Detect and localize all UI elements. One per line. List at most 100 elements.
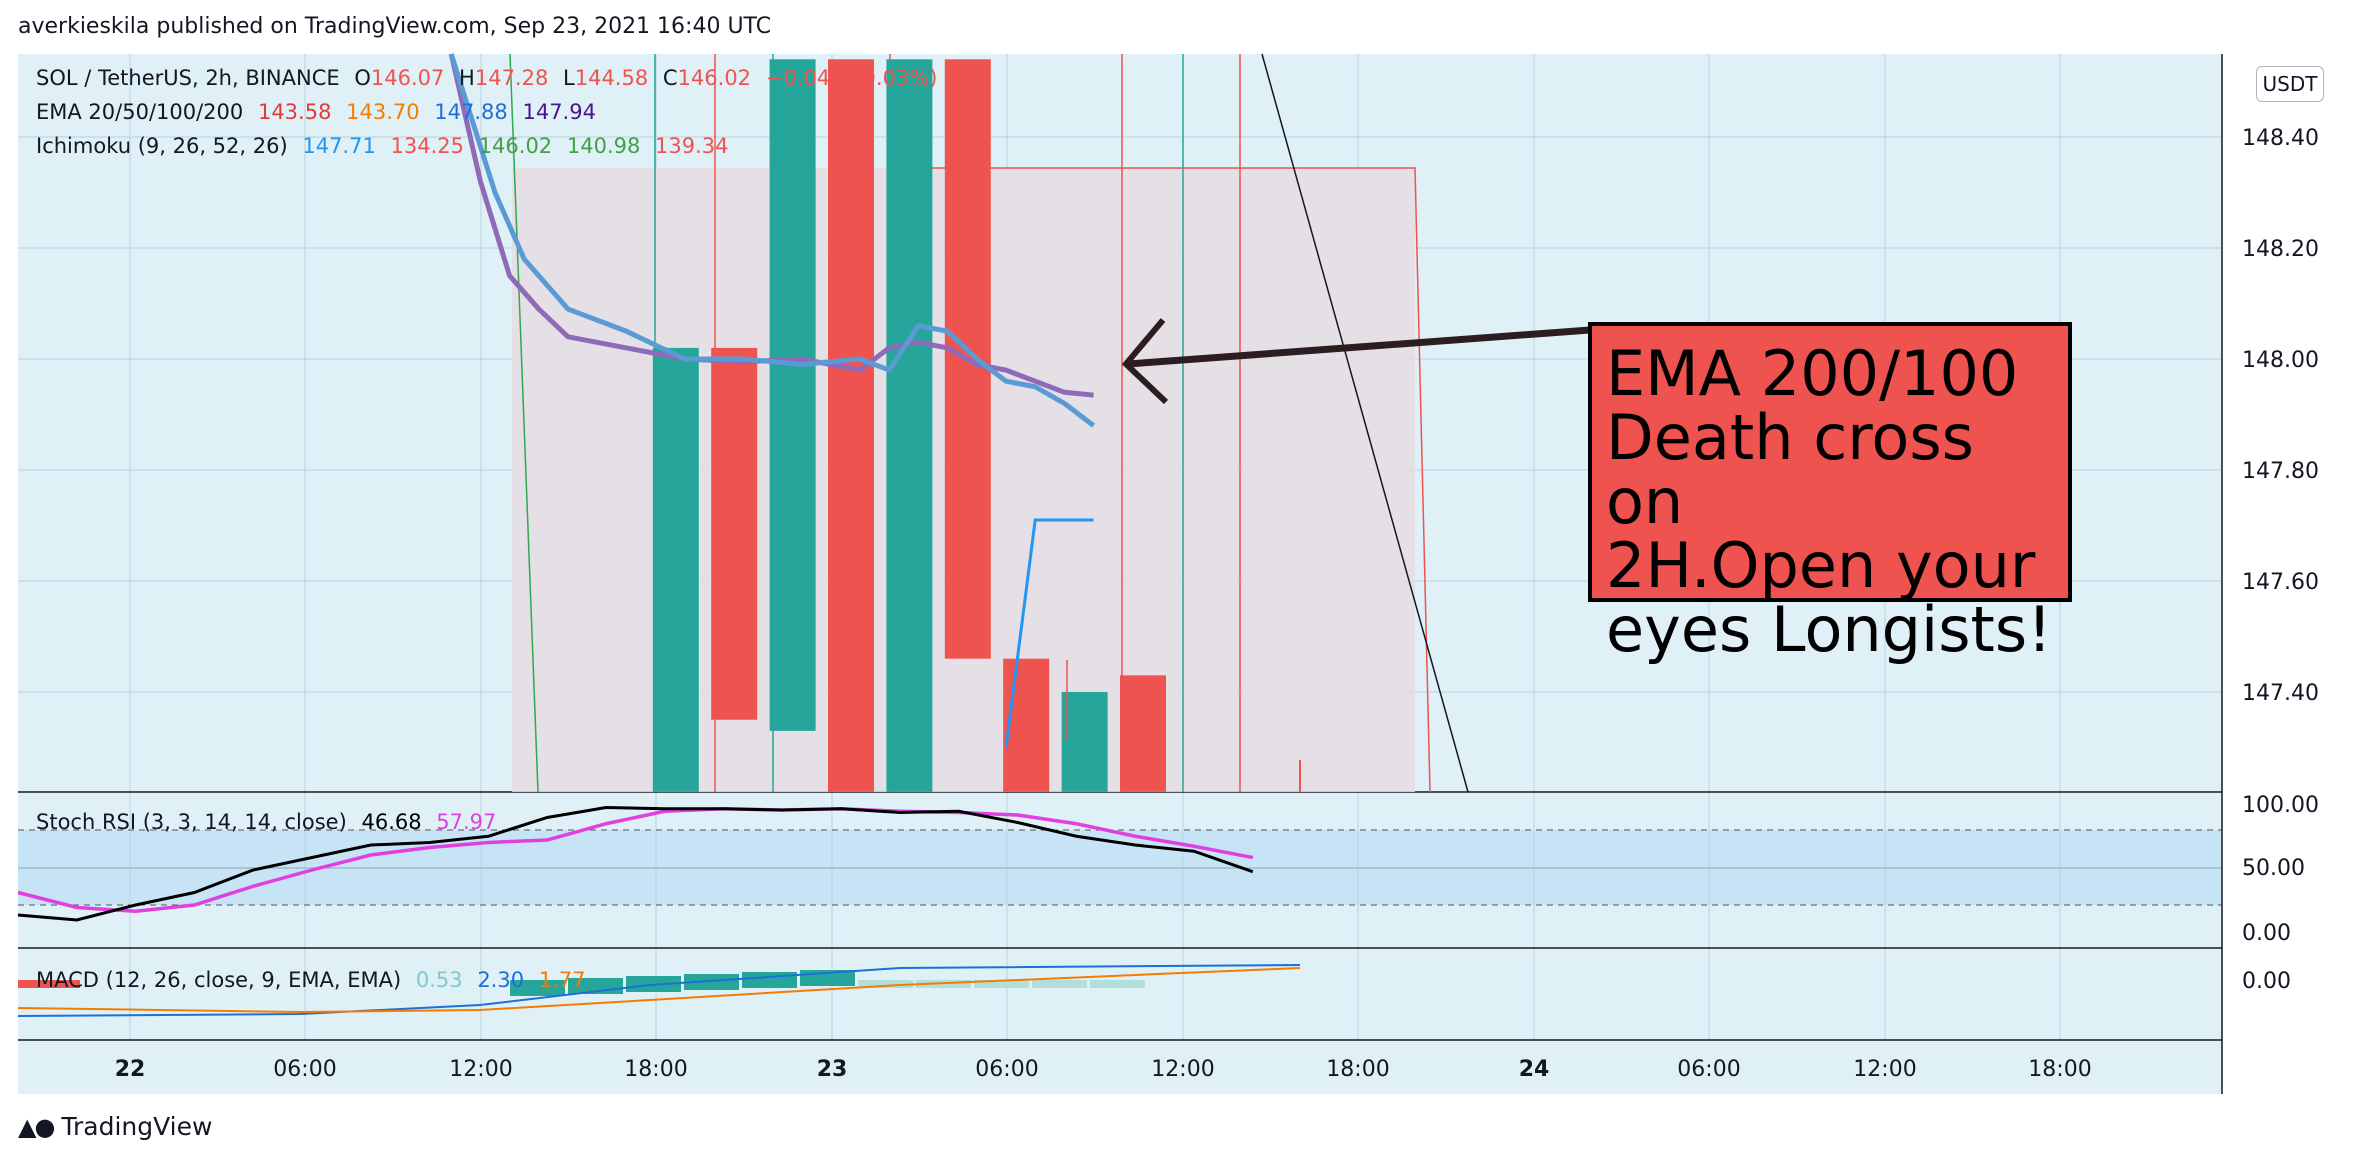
time-tick-label: 12:00 <box>1853 1057 1916 1082</box>
open-label: O <box>354 66 371 90</box>
ema-label: EMA 20/50/100/200 <box>36 100 244 124</box>
ema200-value: 147.94 <box>522 100 596 124</box>
stoch-k-line <box>17 805 1254 922</box>
candle-down[interactable] <box>828 59 874 792</box>
macd-hist-bar <box>858 980 913 988</box>
macd-label: MACD (12, 26, close, 9, EMA, EMA) <box>36 968 402 992</box>
price-axis-ticks: 148.40 148.20 148.00 147.80 147.60 147.40 <box>2242 126 2319 706</box>
price-tick-label: 147.60 <box>2242 570 2319 595</box>
stoch-label: Stoch RSI (3, 3, 14, 14, close) <box>36 810 347 834</box>
price-tick-label: 148.20 <box>2242 237 2319 262</box>
stoch-legend[interactable]: Stoch RSI (3, 3, 14, 14, close) 46.68 57… <box>36 810 504 834</box>
macd-pane[interactable] <box>18 949 2222 1040</box>
macd-axis-ticks: 0.00 <box>2242 969 2291 994</box>
ichimoku-base: 134.25 <box>390 134 464 158</box>
time-tick-label: 06:00 <box>273 1057 336 1082</box>
time-axis-bg[interactable] <box>18 1040 2222 1094</box>
macd-legend[interactable]: MACD (12, 26, close, 9, EMA, EMA) 0.53 2… <box>36 968 594 992</box>
stoch-k-value: 46.68 <box>361 810 422 834</box>
time-tick-label: 18:00 <box>624 1057 687 1082</box>
candle-up[interactable] <box>886 59 933 792</box>
close-value: 146.02 <box>677 66 752 90</box>
publish-header: averkieskila published on TradingView.co… <box>18 14 772 39</box>
ichimoku-span-a: 140.98 <box>566 134 641 158</box>
candle-up[interactable] <box>769 59 816 731</box>
price-tick-label: 147.80 <box>2242 459 2319 484</box>
time-tick-label: 23 <box>817 1057 848 1082</box>
time-tick-label: 18:00 <box>1326 1057 1389 1082</box>
stoch-d-line <box>17 806 1254 914</box>
ichimoku-lagging: 146.02 <box>478 134 553 158</box>
stoch-tick-label: 100.00 <box>2242 793 2319 818</box>
arrow-shaft <box>1127 326 1591 368</box>
macd-hist-value: 0.53 <box>415 968 463 992</box>
annotation-line-2: Death cross on <box>1606 401 1974 538</box>
high-label: H <box>459 66 475 90</box>
symbol-name: SOL / TetherUS, 2h, BINANCE <box>36 66 340 90</box>
time-tick-label: 22 <box>115 1057 146 1082</box>
ichimoku-conversion-line <box>1004 518 1094 748</box>
stoch-axis-ticks: 100.00 50.00 0.00 <box>2242 793 2319 946</box>
ema50-value: 143.70 <box>346 100 420 124</box>
time-tick-label: 06:00 <box>1677 1057 1740 1082</box>
macd-tick-label: 0.00 <box>2242 969 2291 994</box>
low-value: 144.58 <box>574 66 649 90</box>
close-label: C <box>662 66 678 90</box>
tradingview-logo[interactable]: ▲● TradingView <box>18 1112 212 1141</box>
macd-hist-bar <box>1032 980 1087 988</box>
low-label: L <box>563 66 575 90</box>
black-trend-line <box>1261 53 1469 793</box>
box-outline-drawing <box>912 167 1431 793</box>
time-tick-label: 12:00 <box>1151 1057 1214 1082</box>
ema-legend[interactable]: EMA 20/50/100/200 143.58 143.70 147.88 1… <box>36 100 604 124</box>
time-tick-label: 06:00 <box>975 1057 1038 1082</box>
ema200-line <box>448 53 1094 398</box>
open-value: 146.07 <box>370 66 445 90</box>
arrow-head <box>1121 318 1169 405</box>
price-tick-label: 148.40 <box>2242 126 2319 151</box>
candle-up[interactable] <box>1061 692 1108 792</box>
change-value: −0.04 (−0.03%) <box>765 66 938 90</box>
annotation-line-1: EMA 200/100 <box>1606 337 2019 410</box>
macd-hist-bar <box>510 980 565 996</box>
currency-unit-button[interactable]: USDT <box>2256 66 2324 102</box>
candle-down[interactable] <box>1120 675 1166 792</box>
ema100-value: 147.88 <box>434 100 508 124</box>
tradingview-logo-icon: ▲● <box>18 1112 55 1141</box>
annotation-line-4: eyes Longists! <box>1606 593 2053 666</box>
ichimoku-legend[interactable]: Ichimoku (9, 26, 52, 26) 147.71 134.25 1… <box>36 134 737 158</box>
stoch-rsi-lines <box>17 805 1254 922</box>
macd-hist-bar <box>742 972 797 988</box>
macd-signal-value: 1.77 <box>538 968 586 992</box>
macd-signal-line <box>17 967 1301 1014</box>
candle-down[interactable] <box>711 347 758 720</box>
ichimoku-span-b: 139.34 <box>655 134 729 158</box>
macd-line <box>17 964 1301 1017</box>
green-trend-line <box>509 53 539 793</box>
time-tick-label: 18:00 <box>2028 1057 2091 1082</box>
stoch-d-value: 57.97 <box>436 810 497 834</box>
macd-line-value: 2.30 <box>477 968 525 992</box>
death-cross-annotation[interactable]: EMA 200/100 Death cross on 2H.Open your … <box>1588 322 2072 662</box>
ichimoku-label: Ichimoku (9, 26, 52, 26) <box>36 134 288 158</box>
price-tick-label: 148.00 <box>2242 348 2319 373</box>
time-axis-ticks[interactable]: 22 06:00 12:00 18:00 23 06:00 12:00 18:00 24 06:0… <box>115 1057 2092 1082</box>
macd-hist-bar <box>1090 980 1145 988</box>
tradingview-brand: TradingView <box>61 1112 213 1141</box>
ema-lines <box>448 53 1096 748</box>
symbol-legend[interactable]: SOL / TetherUS, 2h, BINANCE O146.07 H147… <box>36 66 945 90</box>
candles[interactable] <box>652 59 1301 792</box>
stoch-tick-label: 0.00 <box>2242 921 2291 946</box>
ichimoku-conversion: 147.71 <box>302 134 376 158</box>
ema100-line <box>448 53 1096 428</box>
time-tick-label: 12:00 <box>449 1057 512 1082</box>
macd-hist-bar <box>684 974 739 990</box>
candle-up[interactable] <box>652 347 699 792</box>
candle-down[interactable] <box>1003 658 1050 792</box>
time-tick-label: 24 <box>1519 1057 1550 1082</box>
macd-hist-bar <box>974 980 1029 988</box>
price-tick-label: 147.40 <box>2242 681 2319 706</box>
macd-lines <box>17 964 1301 1017</box>
high-value: 147.28 <box>474 66 549 90</box>
ema20-value: 143.58 <box>257 100 332 124</box>
